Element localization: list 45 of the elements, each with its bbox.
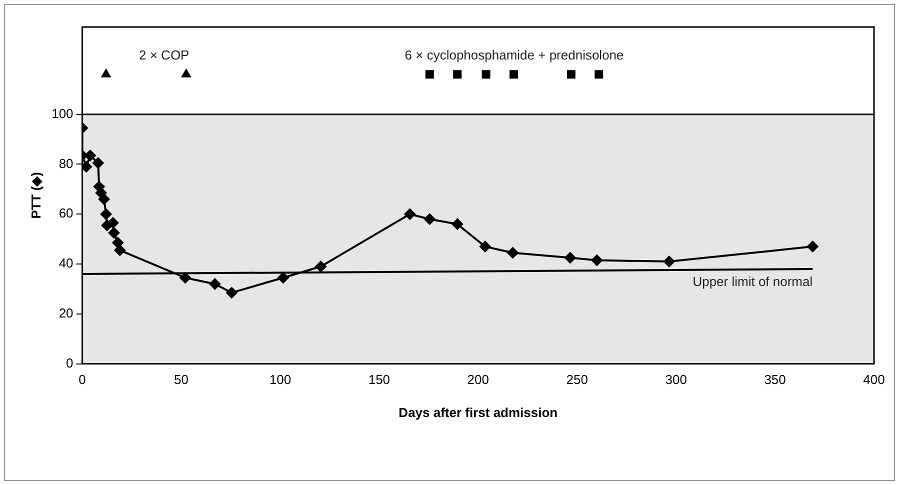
x-tick-label: 150 (368, 372, 390, 388)
point (510, 70, 518, 79)
y-tick-label: 100 (52, 106, 74, 121)
x-tick-label: 400 (863, 372, 885, 388)
x-tick-label: 50 (174, 372, 188, 388)
point (663, 256, 676, 268)
annotation: 2 × COP (139, 47, 190, 62)
point (114, 244, 126, 256)
x-tick-label: 250 (566, 372, 588, 388)
point (92, 156, 104, 169)
point (100, 208, 112, 220)
y-tick-label: 0 (66, 355, 74, 370)
x-tick-label: 100 (269, 372, 292, 388)
point (208, 278, 221, 290)
x-tick-label: 200 (467, 372, 489, 388)
annotation: Upper limit of normal (692, 274, 813, 290)
point (566, 70, 576, 79)
point (314, 260, 327, 272)
point (226, 286, 238, 299)
point (564, 252, 576, 264)
point (451, 218, 464, 230)
point (277, 272, 290, 284)
annotation: 6 × cyclophosphamide + prednisolone (404, 47, 624, 62)
y-tick-label: 20 (58, 305, 74, 320)
x-tick-label: 300 (665, 372, 687, 388)
point (806, 240, 819, 253)
point (98, 193, 110, 206)
point (594, 70, 604, 79)
point (108, 226, 120, 239)
x-axis-title: Days after first admission (398, 404, 558, 420)
y-axis-title: PTT (◆) (28, 172, 44, 219)
point (590, 254, 603, 266)
x-tick-label: 350 (764, 372, 786, 388)
point (479, 240, 492, 253)
y-tick-label: 40 (58, 256, 74, 271)
point (453, 70, 462, 79)
point (482, 70, 490, 79)
y-tick-label: 60 (58, 206, 74, 221)
y-tick-label: 80 (58, 156, 74, 171)
x-tick-label: 0 (78, 372, 86, 388)
point (506, 246, 519, 259)
point (424, 213, 436, 226)
point (425, 70, 434, 79)
point (404, 208, 416, 220)
point (179, 272, 192, 284)
